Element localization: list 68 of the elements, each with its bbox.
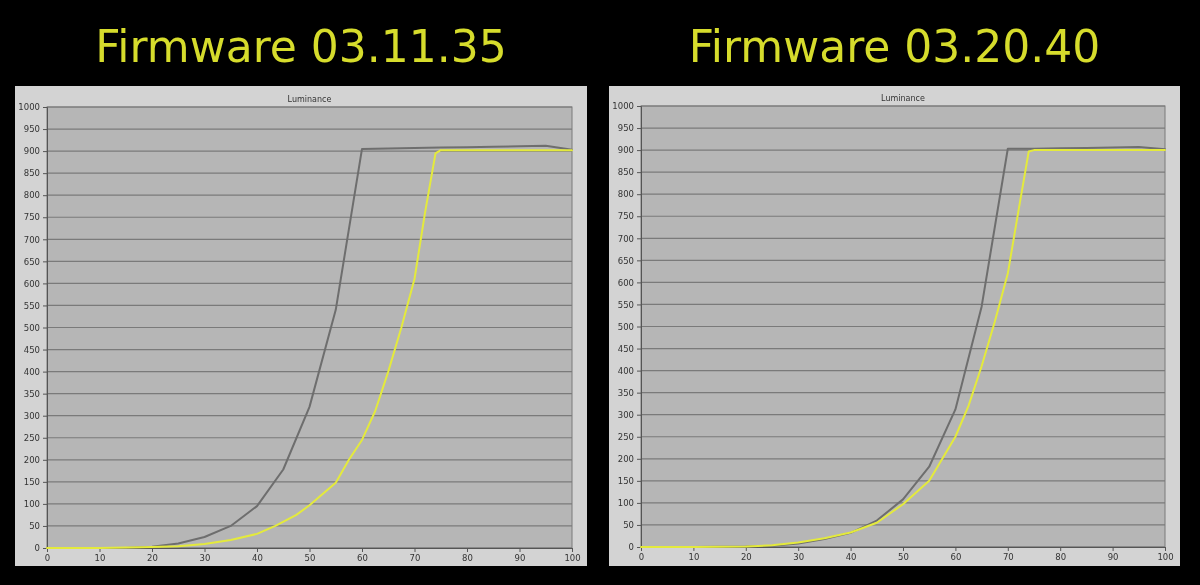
y-tick-label: 850 [23,168,40,179]
x-tick-label: 50 [304,553,316,564]
x-tick-label: 40 [845,552,857,563]
y-tick-label: 700 [617,233,634,244]
y-tick-label: 350 [617,387,634,398]
y-tick-label: 550 [617,299,634,310]
y-tick-label: 50 [623,520,634,531]
x-tick-label: 70 [409,553,421,564]
x-tick-label: 30 [199,553,211,564]
y-tick-label: 300 [23,410,40,421]
x-tick-label: 100 [564,553,581,564]
y-tick-label: 0 [628,542,634,553]
y-tick-label: 50 [29,521,40,532]
x-tick-label: 70 [1002,552,1014,563]
y-tick-label: 250 [617,431,634,442]
y-tick-label: 450 [617,343,634,354]
x-tick-label: 100 [1157,552,1174,563]
y-tick-label: 300 [617,409,634,420]
y-tick-label: 450 [23,344,40,355]
chart-subtitle: Luminance [881,94,925,103]
x-tick-label: 10 [688,552,700,563]
x-tick-label: 10 [94,553,106,564]
y-tick-label: 1000 [612,101,634,112]
x-tick-label: 0 [44,553,51,564]
y-tick-label: 750 [23,212,40,223]
x-tick-label: 20 [740,552,752,563]
x-tick-label: 80 [1055,552,1067,563]
y-tick-label: 350 [23,388,40,399]
y-tick-label: 750 [617,211,634,222]
y-tick-label: 650 [617,255,634,266]
y-tick-label: 500 [23,322,40,333]
y-tick-label: 850 [617,167,634,178]
x-tick-label: 80 [462,553,473,564]
y-tick-label: 100 [23,499,40,510]
chart-subtitle: Luminance [287,95,332,104]
y-tick-label: 0 [34,543,40,554]
y-tick-label: 700 [23,234,40,245]
x-tick-label: 40 [252,553,263,564]
x-tick-label: 20 [147,553,158,564]
y-tick-label: 200 [617,454,634,465]
chart-title: Firmware 03.11.35 [95,21,507,72]
y-tick-label: 250 [23,432,40,443]
x-tick-label: 0 [638,552,645,563]
x-tick-label: 90 [1107,552,1119,563]
y-tick-label: 400 [617,365,634,376]
y-tick-label: 650 [23,256,40,267]
y-tick-label: 950 [617,123,634,134]
y-tick-label: 150 [23,477,40,488]
y-tick-label: 100 [617,498,634,509]
y-tick-label: 600 [617,277,634,288]
y-tick-label: 500 [617,321,634,332]
y-tick-label: 800 [23,190,40,201]
y-tick-label: 800 [617,189,634,200]
chart-title: Firmware 03.20.40 [688,21,1101,72]
y-tick-label: 550 [23,300,40,311]
x-tick-label: 60 [357,553,368,564]
y-tick-label: 1000 [18,102,40,113]
y-tick-label: 950 [23,124,40,135]
y-tick-label: 200 [23,455,40,466]
x-tick-label: 30 [793,552,805,563]
x-tick-label: 60 [950,552,962,563]
y-tick-label: 900 [617,145,634,156]
y-tick-label: 900 [23,146,40,157]
y-tick-label: 150 [617,476,634,487]
x-tick-label: 50 [898,552,909,563]
y-tick-label: 400 [23,366,40,377]
y-tick-label: 600 [23,278,40,289]
x-tick-label: 90 [514,553,526,564]
